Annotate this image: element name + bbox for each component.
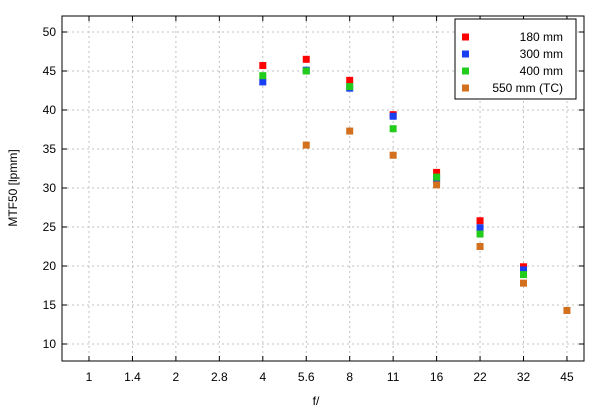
data-point-400-mm — [259, 72, 267, 80]
y-tick-label: 50 — [43, 25, 57, 39]
y-tick-label: 40 — [43, 103, 57, 117]
y-axis-ticks: 10 15 20 25 30 35 40 45 50 — [43, 25, 584, 351]
data-point-180-mm — [259, 62, 267, 70]
data-point-400-mm — [389, 125, 397, 133]
x-tick-label: 4 — [259, 370, 266, 384]
data-point-550-mm-tc- — [563, 306, 571, 314]
y-axis-label: MTF50 [lpmm] — [6, 149, 20, 226]
data-point-300-mm — [259, 78, 267, 86]
data-point-550-mm-tc- — [476, 243, 484, 250]
x-tick-label: 8 — [346, 370, 353, 384]
data-points — [259, 55, 571, 314]
legend-label: 550 mm (TC) — [492, 81, 563, 95]
data-point-300-mm — [389, 112, 397, 120]
data-point-400-mm — [520, 271, 527, 279]
legend-label: 400 mm — [520, 64, 563, 78]
x-tick-label: 1 — [86, 370, 93, 384]
x-tick-label: 16 — [430, 370, 444, 384]
y-tick-label: 35 — [43, 142, 57, 156]
x-tick-label: 32 — [517, 370, 531, 384]
y-tick-label: 20 — [43, 259, 57, 273]
data-point-400-mm — [433, 173, 441, 181]
x-tick-label: 2 — [173, 370, 180, 384]
data-point-400-mm — [476, 230, 484, 238]
x-tick-label: 11 — [387, 370, 400, 384]
x-axis-label: f/ — [313, 394, 320, 408]
legend-label: 300 mm — [520, 47, 563, 61]
y-tick-label: 25 — [43, 220, 57, 234]
x-tick-label: 5.6 — [298, 370, 315, 384]
data-point-400-mm — [346, 83, 354, 91]
data-point-550-mm-tc- — [302, 141, 310, 149]
legend-marker — [462, 67, 469, 75]
data-point-300-mm — [476, 224, 484, 232]
x-tick-label: 45 — [560, 370, 574, 384]
x-axis-ticks: 1 1.4 2 2.8 4 5.6 8 11 16 22 32 45 — [86, 16, 574, 384]
x-tick-label: 22 — [473, 370, 487, 384]
y-tick-label: 45 — [43, 64, 57, 78]
x-tick-label: 2.8 — [211, 370, 228, 384]
data-point-180-mm — [346, 76, 354, 84]
y-tick-label: 15 — [43, 298, 57, 312]
data-point-550-mm-tc- — [433, 181, 441, 189]
data-point-550-mm-tc- — [346, 127, 354, 135]
grid — [62, 16, 584, 361]
x-tick-label: 1.4 — [124, 370, 141, 384]
data-point-180-mm — [302, 55, 310, 63]
data-point-180-mm — [476, 217, 484, 225]
legend-marker — [462, 33, 469, 41]
data-point-180-mm — [433, 168, 441, 176]
data-point-300-mm — [520, 266, 527, 274]
data-point-550-mm-tc- — [389, 151, 397, 159]
plot-frame — [61, 15, 585, 362]
data-point-550-mm-tc- — [520, 279, 527, 287]
legend-label: 180 mm — [520, 30, 563, 44]
legend-marker — [462, 84, 469, 92]
y-tick-label: 30 — [43, 181, 57, 195]
y-tick-label: 10 — [43, 337, 57, 351]
legend: 180 mm 300 mm 400 mm 550 mm (TC) — [454, 18, 577, 100]
data-point-400-mm — [302, 67, 310, 75]
legend-marker — [462, 50, 469, 58]
